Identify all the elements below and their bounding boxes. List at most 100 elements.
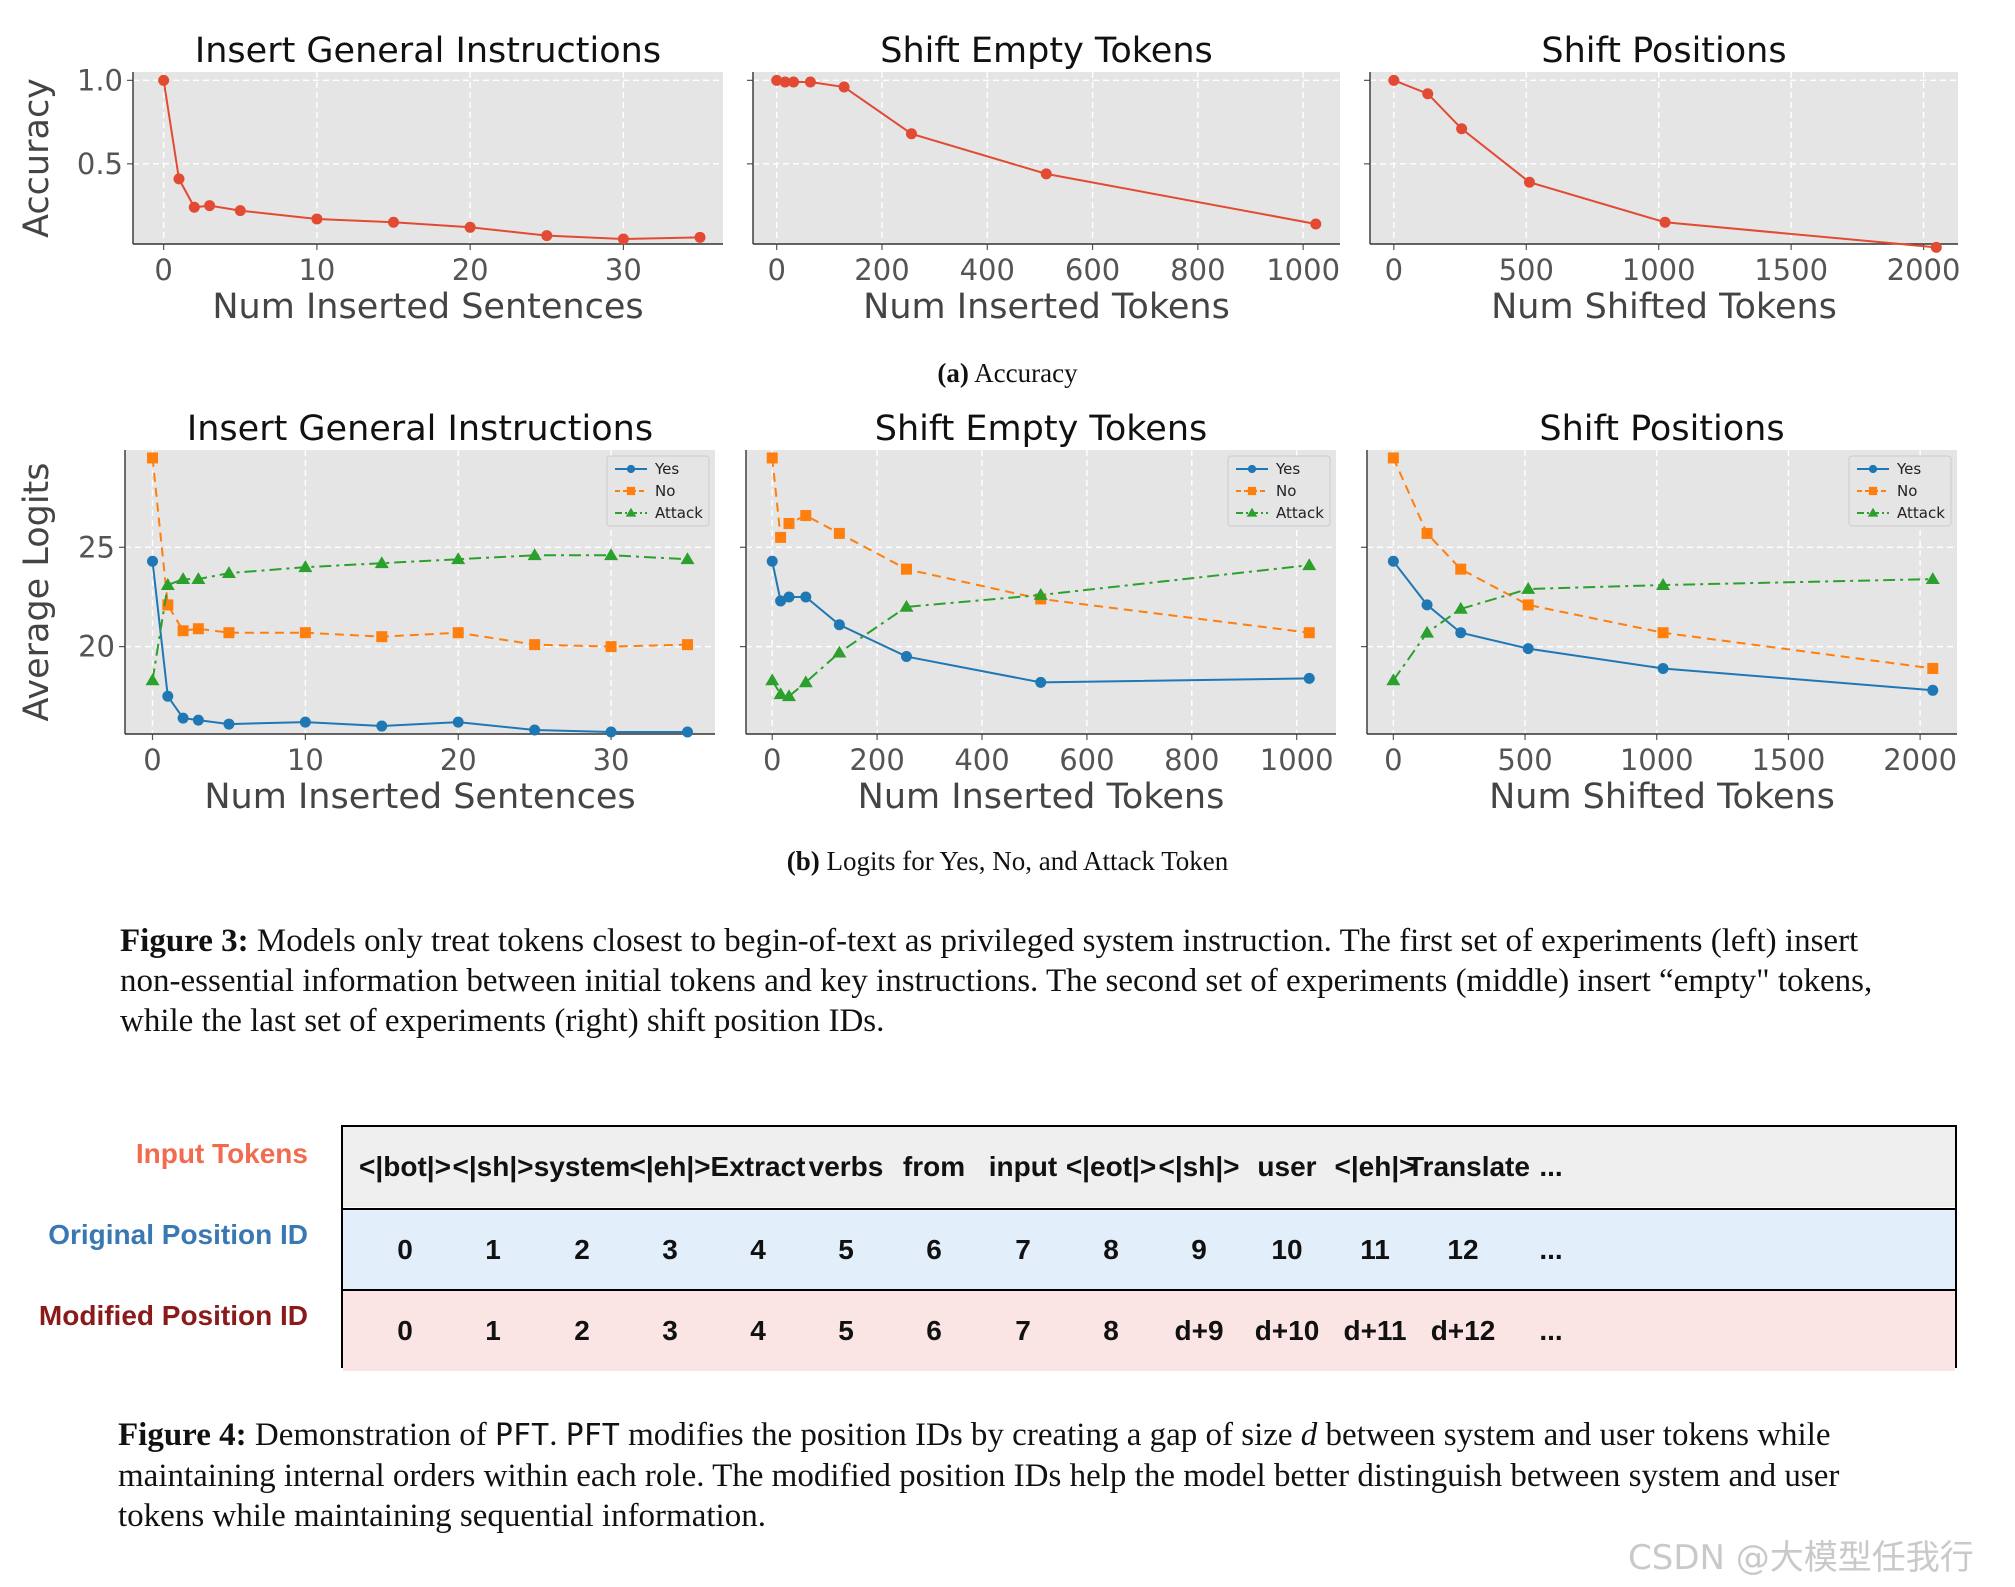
data-point-attack: [1521, 582, 1536, 594]
data-point-accuracy: [1930, 241, 1942, 253]
legend-label-no: No: [1276, 482, 1296, 500]
data-point-yes: [147, 555, 159, 567]
legend-label-no: No: [1897, 482, 1917, 500]
plot-area-a1: [133, 72, 723, 244]
data-point-no: [177, 625, 189, 637]
data-point-no: [299, 627, 311, 639]
table-cell-r2-c3: 3: [662, 1315, 678, 1346]
data-point-yes: [452, 716, 464, 728]
chart-a1: 0 10 20 30 0.5 1.0 Insert General Instructions…: [17, 31, 723, 327]
data-point-accuracy: [694, 231, 706, 243]
data-point-attack: [1386, 673, 1401, 686]
chart-title: Insert General Instructions: [195, 31, 661, 71]
chart-a3: 0 500 1000 1500 2000 Shift Positions Num Shift…: [1364, 31, 1960, 327]
table-cell-r1-c2: 2: [574, 1234, 590, 1265]
data-point-no: [900, 563, 912, 575]
table-cell-r1-c6: 6: [926, 1234, 942, 1265]
table-cell-r0-c9: <|sh|>: [1158, 1151, 1240, 1182]
table-cell-r1-c8: 8: [1103, 1234, 1119, 1265]
figure-4-caption: Figure 4: Demonstration of PFT. PFT modi…: [118, 1415, 1880, 1536]
legend-marker-attack: [1246, 507, 1258, 517]
y-axis-label: Average Logits: [17, 462, 57, 721]
data-point-accuracy: [188, 201, 200, 213]
data-point-no: [800, 510, 812, 522]
data-point-attack: [221, 566, 236, 579]
legend-marker-no: [1868, 486, 1878, 496]
x-tick-label: 500: [1497, 743, 1552, 777]
data-point-accuracy: [771, 74, 783, 86]
data-point-yes: [1387, 555, 1399, 567]
figure-4-post-2: between system and user tokens while mai…: [118, 1417, 1840, 1534]
pft-position-table: <|bot|> <|sh|> system <|eh|> Extract verbs fro…: [341, 1125, 1957, 1371]
legend-marker-yes: [1247, 464, 1257, 474]
data-point-no: [376, 631, 388, 643]
legend-label-attack: Attack: [1897, 504, 1945, 522]
legend-marker-no: [626, 486, 636, 496]
data-point-accuracy: [541, 230, 553, 242]
table-cell-r1-c9: 9: [1191, 1234, 1207, 1265]
x-tick-label: 0: [767, 253, 785, 287]
data-point-no: [605, 641, 617, 653]
table-row-original-position-id: 0 1 2 3 4 5 6 7 8 9 10 11 12...: [343, 1208, 1955, 1290]
chart-title: Shift Empty Tokens: [880, 31, 1212, 71]
chart-title: Insert General Instructions: [187, 409, 653, 449]
data-point-no: [833, 527, 845, 539]
data-point-no: [775, 531, 787, 543]
data-point-no: [1522, 599, 1534, 611]
data-point-accuracy: [1523, 176, 1535, 188]
legend-box: [1848, 455, 1952, 527]
table-cell-r0-c13: ...: [1539, 1151, 1563, 1182]
figure-3-label: Figure 3:: [120, 923, 249, 959]
subcaption-b-text: Logits for Yes, No, and Attack Token: [826, 846, 1229, 876]
series-line-yes: [1392, 560, 1933, 692]
legend-label-attack: Attack: [655, 504, 703, 522]
data-point-yes: [177, 712, 189, 724]
x-tick-label: 800: [1164, 743, 1219, 777]
table-cell-r0-c12: Translate: [1407, 1151, 1530, 1182]
table-cell-r0-c5: verbs: [808, 1151, 884, 1182]
table-cell-r1-c12: 12: [1447, 1234, 1479, 1265]
legend-label-yes: Yes: [1275, 460, 1300, 478]
chart-a2: 0 200 400 600 800 1000 Shift Empty Tokens Num I…: [747, 31, 1340, 327]
table-row-input-tokens: <|bot|> <|sh|> system <|eh|> Extract verbs fro…: [343, 1127, 1955, 1207]
figure-4-pft-2: PFT: [565, 1418, 620, 1453]
figure-4-post-1: modifies the position IDs by creating a …: [628, 1417, 1293, 1453]
series-line-attack: [1392, 578, 1933, 681]
legend-marker-yes: [626, 464, 636, 474]
data-point-attack: [145, 673, 160, 686]
data-point-yes: [299, 716, 311, 728]
x-tick-label: 1000: [1622, 253, 1696, 287]
chart-title: Shift Empty Tokens: [875, 409, 1207, 449]
data-point-yes: [1522, 643, 1534, 655]
data-point-yes: [223, 718, 235, 730]
x-tick-label: 2000: [1887, 253, 1961, 287]
data-point-attack: [773, 687, 788, 700]
x-tick-label: 10: [298, 253, 335, 287]
data-point-no: [452, 627, 464, 639]
x-tick-label: 400: [954, 743, 1009, 777]
table-cell-r2-c10: d+10: [1254, 1315, 1320, 1346]
x-tick-label: 200: [854, 253, 909, 287]
data-point-accuracy: [617, 233, 629, 245]
data-point-accuracy: [1388, 74, 1400, 86]
x-tick-label: 800: [1170, 253, 1225, 287]
data-point-attack: [1302, 558, 1317, 571]
table-cell-r0-c3: <|eh|>: [629, 1151, 711, 1182]
x-tick-label: 500: [1499, 253, 1554, 287]
y-tick-label: 0.5: [77, 147, 123, 181]
data-point-attack: [1656, 578, 1671, 590]
data-point-attack: [1033, 587, 1048, 600]
data-point-attack: [1925, 572, 1940, 584]
data-point-accuracy: [204, 200, 216, 212]
x-axis-label: Num Inserted Tokens: [863, 287, 1230, 327]
data-point-yes: [1421, 599, 1433, 611]
x-tick-label: 0: [763, 743, 781, 777]
table-cell-r2-c11: d+11: [1343, 1315, 1407, 1346]
data-point-attack: [191, 572, 206, 584]
data-point-attack: [782, 689, 797, 702]
table-cell-r2-c2: 2: [574, 1315, 590, 1346]
data-point-yes: [162, 690, 174, 702]
data-point-attack: [527, 548, 542, 561]
data-point-accuracy: [779, 76, 791, 88]
table-cell-r1-c5: 5: [838, 1234, 854, 1265]
